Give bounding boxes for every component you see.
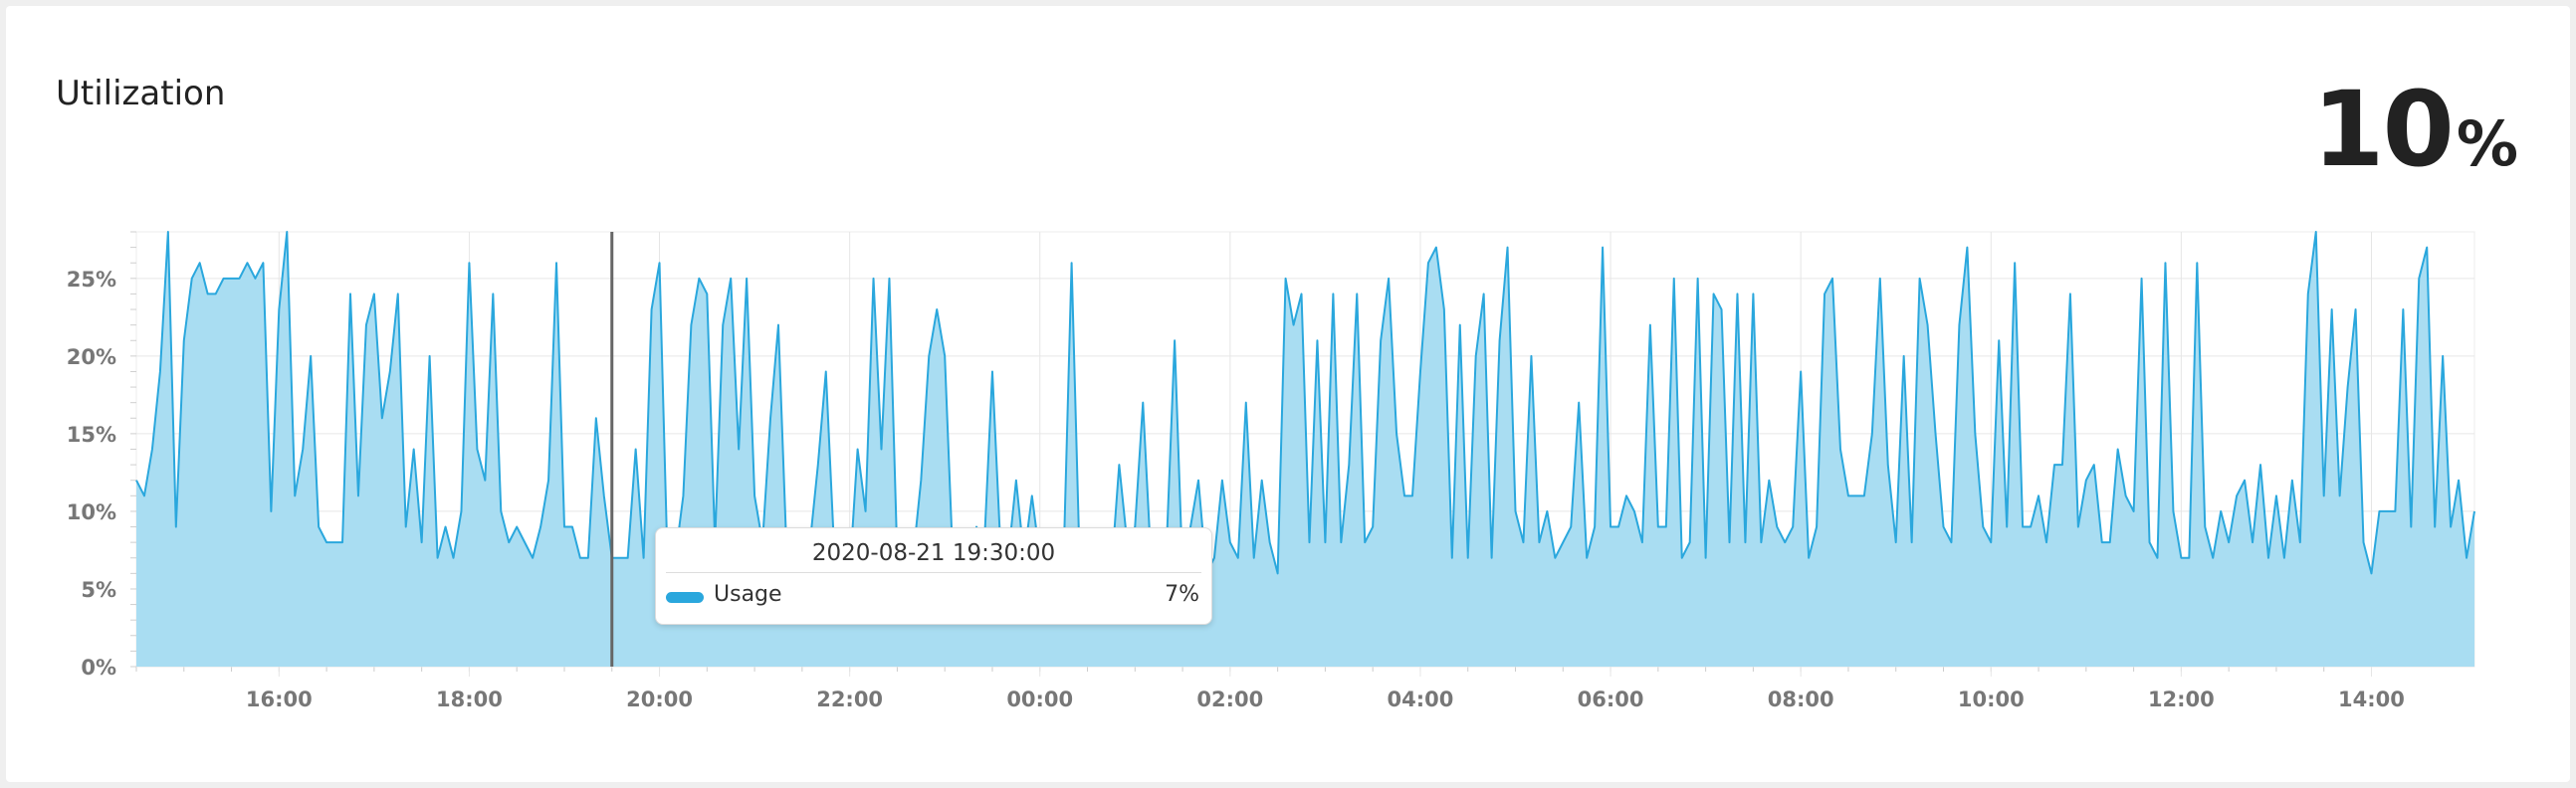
x-tick-label: 12:00	[2148, 688, 2215, 711]
x-tick-label: 20:00	[626, 688, 693, 711]
tooltip-series-name: Usage	[714, 582, 782, 607]
usage-line	[135, 231, 2475, 575]
x-tick-label: 06:00	[1578, 688, 1644, 711]
x-tick-label: 04:00	[1388, 688, 1454, 711]
x-tick-label: 08:00	[1768, 688, 1834, 711]
x-tick-label: 18:00	[436, 688, 503, 711]
x-tick-label: 22:00	[816, 688, 883, 711]
chart-tooltip: 2020-08-21 19:30:00 Usage 7%	[655, 527, 1212, 625]
tooltip-time: 2020-08-21 19:30:00	[811, 540, 1056, 566]
panel-title: Utilization	[56, 74, 226, 113]
y-tick-label: 25%	[67, 268, 116, 292]
y-tick-label: 5%	[81, 578, 116, 602]
tooltip-series-swatch	[666, 592, 704, 603]
tooltip-divider	[666, 572, 1201, 573]
x-tick-label: 14:00	[2338, 688, 2405, 711]
tooltip-series-value: 7%	[1165, 582, 1199, 607]
current-value-unit: %	[2456, 107, 2518, 180]
x-axis: 16:00 18:00 20:00 22:00 00:00 02:00 04:00 06:00…	[246, 688, 2405, 711]
x-tick-label: 16:00	[246, 688, 313, 711]
y-tick-label: 15%	[67, 423, 116, 447]
y-tick-label: 10%	[67, 500, 116, 524]
current-value: 10%	[2312, 78, 2518, 181]
x-tick-label: 00:00	[1006, 688, 1073, 711]
series-usage	[135, 231, 2475, 667]
y-axis: 0% 5% 10% 15% 20% 25%	[67, 268, 116, 680]
y-tick-label: 20%	[67, 345, 116, 369]
y-tick-label: 0%	[81, 656, 116, 680]
x-tick-label: 10:00	[1958, 688, 2025, 711]
current-value-number: 10	[2312, 69, 2455, 190]
x-tick-label: 02:00	[1196, 688, 1263, 711]
